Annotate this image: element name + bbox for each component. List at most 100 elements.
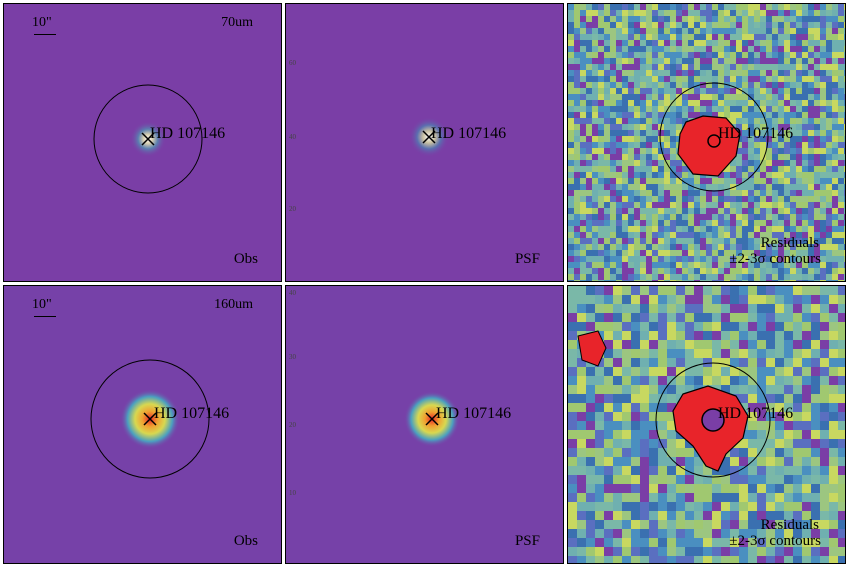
noise-pixel xyxy=(724,262,730,268)
noise-pixel xyxy=(622,403,631,412)
noise-pixel xyxy=(736,148,742,154)
noise-pixel xyxy=(760,256,766,262)
noise-pixel xyxy=(640,421,649,430)
noise-pixel xyxy=(796,106,802,112)
noise-pixel xyxy=(718,220,724,226)
noise-pixel xyxy=(652,154,658,160)
noise-pixel xyxy=(724,274,730,280)
noise-pixel xyxy=(712,313,721,322)
noise-pixel xyxy=(610,130,616,136)
noise-pixel xyxy=(844,106,845,112)
noise-pixel xyxy=(838,475,845,484)
noise-pixel xyxy=(685,547,694,556)
noise-pixel xyxy=(838,268,844,274)
noise-pixel xyxy=(802,394,811,403)
noise-pixel xyxy=(718,280,724,281)
noise-pixel xyxy=(634,226,640,232)
noise-pixel xyxy=(730,160,736,166)
noise-pixel xyxy=(730,118,736,124)
noise-pixel xyxy=(736,94,742,100)
noise-pixel xyxy=(832,52,838,58)
noise-pixel xyxy=(790,58,796,64)
noise-pixel xyxy=(688,202,694,208)
noise-pixel xyxy=(793,403,802,412)
noise-pixel xyxy=(580,274,586,280)
noise-pixel xyxy=(622,130,628,136)
noise-pixel xyxy=(838,196,844,202)
noise-pixel xyxy=(628,214,634,220)
noise-pixel xyxy=(826,4,832,10)
noise-pixel xyxy=(814,34,820,40)
noise-pixel xyxy=(640,64,646,70)
noise-pixel xyxy=(754,40,760,46)
noise-pixel xyxy=(802,457,811,466)
noise-pixel xyxy=(796,16,802,22)
noise-pixel xyxy=(760,58,766,64)
noise-pixel xyxy=(568,331,577,340)
noise-pixel xyxy=(802,466,811,475)
noise-pixel xyxy=(772,178,778,184)
noise-pixel xyxy=(826,58,832,64)
noise-pixel xyxy=(592,202,598,208)
noise-pixel xyxy=(784,250,790,256)
noise-pixel xyxy=(622,466,631,475)
noise-pixel xyxy=(658,82,664,88)
noise-pixel xyxy=(628,4,634,10)
noise-pixel xyxy=(664,28,670,34)
noise-pixel xyxy=(730,520,739,529)
noise-pixel xyxy=(739,295,748,304)
noise-pixel xyxy=(700,178,706,184)
noise-pixel xyxy=(640,82,646,88)
noise-pixel xyxy=(826,118,832,124)
noise-pixel xyxy=(592,130,598,136)
noise-pixel xyxy=(793,502,802,511)
noise-pixel xyxy=(688,280,694,281)
noise-pixel xyxy=(682,214,688,220)
noise-pixel xyxy=(784,313,793,322)
noise-pixel xyxy=(676,154,682,160)
noise-pixel xyxy=(685,313,694,322)
noise-pixel xyxy=(814,178,820,184)
noise-pixel xyxy=(640,304,649,313)
noise-pixel xyxy=(820,226,826,232)
noise-pixel xyxy=(838,4,844,10)
noise-pixel xyxy=(718,262,724,268)
noise-pixel xyxy=(820,556,829,563)
noise-pixel xyxy=(694,520,703,529)
noise-pixel xyxy=(694,256,700,262)
noise-pixel xyxy=(628,256,634,262)
noise-pixel xyxy=(658,208,664,214)
noise-pixel xyxy=(658,520,667,529)
noise-pixel xyxy=(580,166,586,172)
noise-pixel xyxy=(832,250,838,256)
noise-pixel xyxy=(838,172,844,178)
noise-pixel xyxy=(784,529,793,538)
noise-pixel xyxy=(820,304,829,313)
noise-pixel xyxy=(808,106,814,112)
noise-pixel xyxy=(808,232,814,238)
noise-pixel xyxy=(586,502,595,511)
noise-pixel xyxy=(766,100,772,106)
noise-pixel xyxy=(844,112,845,118)
noise-pixel xyxy=(820,10,826,16)
noise-pixel xyxy=(730,76,736,82)
noise-pixel xyxy=(790,196,796,202)
noise-pixel xyxy=(568,520,577,529)
noise-pixel xyxy=(616,166,622,172)
noise-pixel xyxy=(814,130,820,136)
noise-pixel xyxy=(646,160,652,166)
noise-pixel xyxy=(766,286,775,295)
noise-pixel xyxy=(700,190,706,196)
noise-pixel xyxy=(748,16,754,22)
noise-pixel xyxy=(808,202,814,208)
noise-pixel xyxy=(649,547,658,556)
noise-pixel xyxy=(748,520,757,529)
noise-pixel xyxy=(670,70,676,76)
noise-pixel xyxy=(595,466,604,475)
noise-pixel xyxy=(613,358,622,367)
noise-pixel xyxy=(652,202,658,208)
noise-pixel xyxy=(646,52,652,58)
noise-pixel xyxy=(676,10,682,16)
noise-pixel xyxy=(595,403,604,412)
noise-pixel xyxy=(628,88,634,94)
